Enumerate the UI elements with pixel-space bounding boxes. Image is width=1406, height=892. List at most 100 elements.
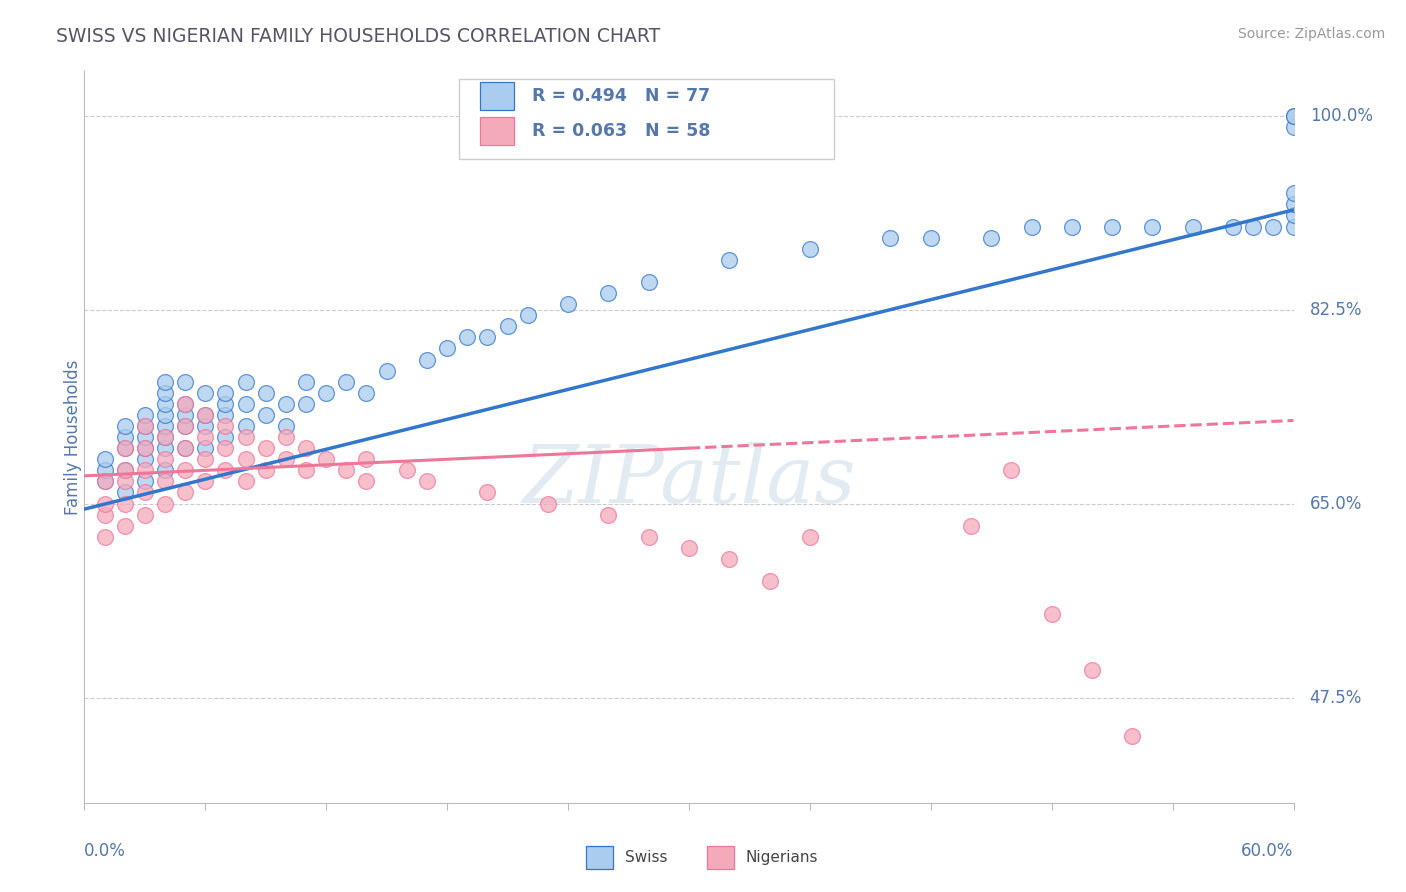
- Point: [315, 385, 337, 400]
- Text: 65.0%: 65.0%: [1309, 494, 1362, 513]
- Point: [1222, 219, 1244, 234]
- Point: [1121, 729, 1143, 743]
- Point: [214, 441, 236, 455]
- Point: [1101, 219, 1123, 234]
- Point: [174, 419, 197, 434]
- Text: Nigerians: Nigerians: [745, 850, 818, 865]
- Point: [153, 375, 176, 389]
- Point: [153, 430, 176, 444]
- Point: [1000, 463, 1022, 477]
- Point: [456, 330, 478, 344]
- Point: [1181, 219, 1204, 234]
- Point: [214, 397, 236, 411]
- Point: [235, 475, 257, 489]
- Point: [214, 430, 236, 444]
- Point: [416, 475, 439, 489]
- Point: [174, 441, 197, 455]
- FancyBboxPatch shape: [460, 78, 834, 159]
- Point: [153, 497, 176, 511]
- Point: [496, 319, 519, 334]
- Point: [194, 441, 217, 455]
- Point: [356, 475, 378, 489]
- Point: [134, 419, 156, 434]
- Point: [134, 452, 156, 467]
- Point: [295, 463, 318, 477]
- Text: 82.5%: 82.5%: [1309, 301, 1362, 318]
- Point: [295, 397, 318, 411]
- Point: [194, 452, 217, 467]
- FancyBboxPatch shape: [479, 82, 513, 110]
- Text: Swiss: Swiss: [624, 850, 668, 865]
- Text: R = 0.494   N = 77: R = 0.494 N = 77: [531, 87, 710, 105]
- Point: [235, 452, 257, 467]
- Point: [254, 385, 277, 400]
- Point: [134, 463, 156, 477]
- Point: [214, 463, 236, 477]
- Point: [114, 463, 136, 477]
- Point: [134, 441, 156, 455]
- Point: [335, 375, 357, 389]
- Point: [174, 397, 197, 411]
- Point: [758, 574, 780, 589]
- Point: [436, 342, 458, 356]
- Point: [1021, 219, 1043, 234]
- Point: [153, 463, 176, 477]
- Point: [1040, 607, 1063, 622]
- Point: [174, 408, 197, 422]
- Point: [134, 441, 156, 455]
- Point: [1241, 219, 1264, 234]
- Point: [114, 441, 136, 455]
- Point: [254, 408, 277, 422]
- Point: [335, 463, 357, 477]
- Point: [557, 297, 579, 311]
- Point: [375, 363, 398, 377]
- Text: R = 0.063   N = 58: R = 0.063 N = 58: [531, 121, 710, 140]
- Point: [477, 485, 499, 500]
- Point: [93, 475, 115, 489]
- Point: [114, 485, 136, 500]
- Point: [235, 397, 257, 411]
- Point: [274, 452, 297, 467]
- Point: [1282, 109, 1305, 123]
- Point: [93, 530, 115, 544]
- Point: [134, 508, 156, 522]
- Point: [879, 230, 901, 244]
- Point: [920, 230, 942, 244]
- Point: [718, 252, 741, 267]
- Point: [153, 397, 176, 411]
- Point: [598, 508, 620, 522]
- Point: [174, 463, 197, 477]
- Point: [214, 408, 236, 422]
- Point: [1282, 120, 1305, 134]
- Point: [718, 552, 741, 566]
- Point: [134, 430, 156, 444]
- Point: [1282, 109, 1305, 123]
- Point: [214, 419, 236, 434]
- Point: [114, 441, 136, 455]
- Point: [1282, 186, 1305, 201]
- Point: [254, 463, 277, 477]
- Point: [235, 430, 257, 444]
- Point: [153, 441, 176, 455]
- Point: [174, 419, 197, 434]
- Text: 60.0%: 60.0%: [1241, 841, 1294, 860]
- Point: [274, 419, 297, 434]
- Point: [114, 475, 136, 489]
- FancyBboxPatch shape: [479, 117, 513, 145]
- Point: [1282, 209, 1305, 223]
- FancyBboxPatch shape: [707, 846, 734, 870]
- Point: [114, 430, 136, 444]
- Point: [134, 475, 156, 489]
- Point: [194, 419, 217, 434]
- Point: [93, 452, 115, 467]
- Text: SWISS VS NIGERIAN FAMILY HOUSEHOLDS CORRELATION CHART: SWISS VS NIGERIAN FAMILY HOUSEHOLDS CORR…: [56, 27, 661, 45]
- Point: [960, 518, 983, 533]
- Point: [194, 430, 217, 444]
- Point: [93, 463, 115, 477]
- Point: [980, 230, 1002, 244]
- Point: [274, 397, 297, 411]
- Point: [214, 385, 236, 400]
- Point: [235, 375, 257, 389]
- Point: [637, 530, 659, 544]
- Point: [1263, 219, 1285, 234]
